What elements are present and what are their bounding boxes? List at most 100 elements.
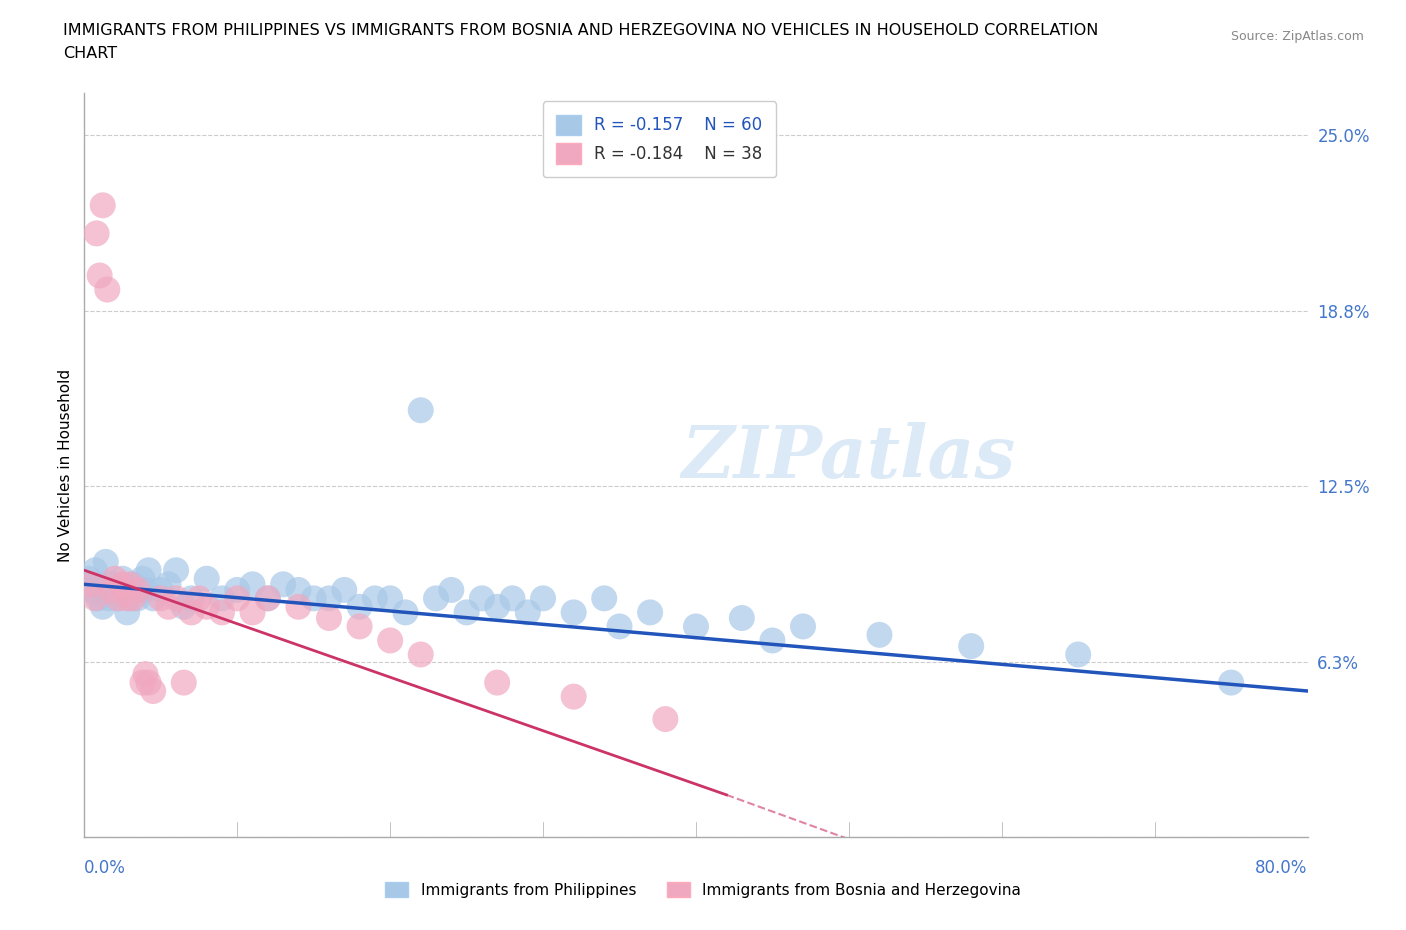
Point [89,577,111,591]
Point [318,611,340,626]
Point [226,582,249,597]
Point [287,599,309,614]
Point [440,582,463,597]
Point [257,591,280,605]
Point [80,582,103,597]
Point [101,582,124,597]
Point [91,198,114,213]
Point [486,675,509,690]
Point [257,591,280,605]
Point [394,604,416,619]
Point [142,591,165,605]
Point [188,591,211,605]
Point [138,563,160,578]
Point [91,599,114,614]
Point [302,591,325,605]
Point [195,571,218,586]
Point [77,571,100,586]
Point [115,591,138,605]
Point [195,599,218,614]
Point [135,667,157,682]
Point [84,591,107,605]
Point [122,591,145,605]
Point [104,571,127,586]
Point [97,591,120,605]
Point [333,582,356,597]
Point [142,684,165,698]
Point [135,582,157,597]
Point [180,604,202,619]
Point [531,591,554,605]
Point [101,577,124,591]
Point [94,554,117,569]
Point [157,577,180,591]
Point [287,582,309,597]
Point [211,591,233,605]
Point [89,268,111,283]
Point [149,582,172,597]
Point [486,599,509,614]
Point [87,591,110,605]
Point [173,675,195,690]
Point [107,591,129,605]
Point [180,591,202,605]
Point [271,577,294,591]
Point [609,619,631,634]
Point [242,604,264,619]
Point [120,591,142,605]
Point [409,403,432,418]
Point [138,675,160,690]
Point [380,591,402,605]
Point [120,577,142,591]
Point [792,619,814,634]
Point [1067,647,1090,662]
Point [80,577,103,591]
Point [149,591,172,605]
Point [562,689,585,704]
Point [165,591,187,605]
Point [157,599,180,614]
Point [165,563,187,578]
Point [173,599,195,614]
Point [211,604,233,619]
Point [111,571,134,586]
Point [471,591,494,605]
Point [380,633,402,648]
Point [107,591,129,605]
Point [516,604,538,619]
Point [593,591,616,605]
Point [731,611,754,626]
Point [960,639,983,654]
Point [638,604,661,619]
Text: Source: ZipAtlas.com: Source: ZipAtlas.com [1230,30,1364,43]
Point [242,577,264,591]
Point [127,591,149,605]
Point [84,563,107,578]
Point [96,282,118,297]
Legend: R = -0.157    N = 60, R = -0.184    N = 38: R = -0.157 N = 60, R = -0.184 N = 38 [543,101,776,177]
Point [349,619,371,634]
Point [562,604,585,619]
Text: ZIPatlas: ZIPatlas [682,422,1017,494]
Point [1220,675,1243,690]
Point [425,591,447,605]
Point [761,633,783,648]
Point [127,582,149,597]
Point [111,577,134,591]
Point [122,577,145,591]
Point [104,582,127,597]
Point [685,619,707,634]
Point [115,604,138,619]
Point [86,226,108,241]
Text: 0.0%: 0.0% [84,859,127,878]
Point [654,711,676,726]
Point [349,599,371,614]
Text: CHART: CHART [63,46,117,61]
Point [131,571,153,586]
Point [456,604,478,619]
Point [226,591,249,605]
Y-axis label: No Vehicles in Household: No Vehicles in Household [58,368,73,562]
Point [364,591,387,605]
Legend: Immigrants from Philippines, Immigrants from Bosnia and Herzegovina: Immigrants from Philippines, Immigrants … [380,875,1026,904]
Point [131,675,153,690]
